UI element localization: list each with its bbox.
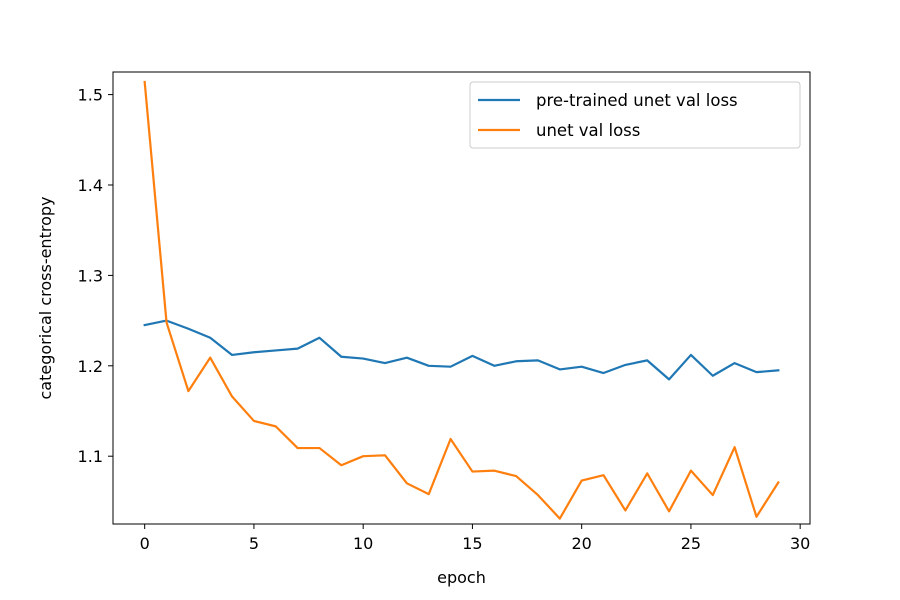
x-tick-label: 15 xyxy=(462,534,482,553)
legend-label-2: unet val loss xyxy=(536,121,640,140)
x-tick-label: 20 xyxy=(571,534,591,553)
x-tick-label: 25 xyxy=(681,534,701,553)
y-tick-label: 1.4 xyxy=(78,176,103,195)
series-line-1 xyxy=(143,319,780,381)
x-tick-label: 10 xyxy=(353,534,373,553)
series-layer xyxy=(143,80,780,520)
series-line-2 xyxy=(143,80,780,520)
x-axis: 0 5 10 15 20 25 30 xyxy=(140,524,810,553)
legend: pre-trained unet val loss unet val loss xyxy=(469,81,801,149)
y-tick-label: 1.2 xyxy=(78,357,103,376)
x-tick-label: 0 xyxy=(140,534,150,553)
x-axis-label: epoch xyxy=(437,568,486,587)
y-axis: 1.1 1.2 1.3 1.4 1.5 xyxy=(78,86,113,466)
legend-label-1: pre-trained unet val loss xyxy=(536,91,738,110)
legend-box xyxy=(469,81,801,149)
y-tick-label: 1.1 xyxy=(78,447,103,466)
y-tick-label: 1.3 xyxy=(78,266,103,285)
plot-frame xyxy=(112,71,811,525)
y-tick-label: 1.5 xyxy=(78,86,103,105)
y-axis-label: categorical cross-entropy xyxy=(36,197,55,400)
x-tick-label: 30 xyxy=(790,534,810,553)
x-tick-label: 5 xyxy=(249,534,259,553)
